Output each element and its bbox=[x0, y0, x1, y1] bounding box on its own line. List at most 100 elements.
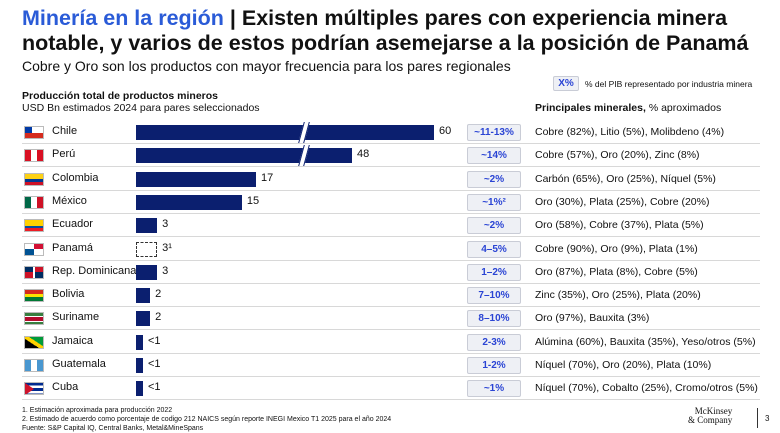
table-row: Jamaica <1 2-3% Alúmina (60%), Bauxita (35%… bbox=[0, 331, 760, 354]
bar bbox=[136, 148, 352, 164]
flag-icon bbox=[24, 172, 44, 186]
flag-icon bbox=[24, 242, 44, 256]
row-divider bbox=[22, 236, 760, 238]
legend: X% % del PIB representado por industria m… bbox=[553, 76, 752, 91]
gdp-share-badge: ~2% bbox=[467, 170, 521, 188]
footnotes: 1. Estimación aproximada para producción… bbox=[22, 406, 522, 433]
table-row: México 15 ~1%² Oro (30%), Plata (25%), Cobr… bbox=[0, 191, 760, 214]
gdp-share-badge: 7–10% bbox=[467, 287, 521, 305]
flag-icon bbox=[24, 289, 44, 303]
flag-icon bbox=[24, 219, 44, 233]
bar bbox=[136, 358, 143, 373]
footnote-1: 1. Estimación aproximada para producción… bbox=[22, 407, 173, 414]
minerals-header-bold: Principales minerales, bbox=[535, 102, 646, 114]
source-note: Fuente: S&P Capital IQ, Central Banks, M… bbox=[22, 425, 204, 432]
data-label: 17 bbox=[261, 171, 274, 184]
minerals-text: Zinc (35%), Oro (25%), Plata (20%) bbox=[535, 289, 701, 302]
data-label: 2 bbox=[155, 288, 162, 301]
gdp-share-badge: ~14% bbox=[467, 147, 521, 165]
table-row: Ecuador 3 ~2% Oro (58%), Cobre (37%), Plata… bbox=[0, 214, 760, 238]
flag-icon bbox=[24, 359, 44, 372]
table-row: Chile 60 ~11-13% Cobre (82%), Litio (5%), M… bbox=[0, 121, 760, 144]
row-divider bbox=[22, 212, 760, 214]
subtitle: Cobre y Oro son los productos con mayor … bbox=[22, 58, 511, 74]
row-divider bbox=[22, 143, 760, 144]
flag-icon bbox=[24, 126, 44, 139]
row-divider bbox=[22, 259, 760, 261]
minerals-text: Oro (87%), Plata (8%), Cobre (5%) bbox=[535, 265, 698, 278]
row-divider bbox=[22, 376, 760, 377]
country-label: Cuba bbox=[52, 381, 79, 394]
gdp-share-badge: 1-2% bbox=[467, 357, 521, 374]
footnote-2: 2. Estimado de acuerdo como porcentaje d… bbox=[22, 416, 392, 423]
gdp-share-badge: 4–5% bbox=[467, 240, 521, 258]
data-label: 2 bbox=[155, 311, 162, 324]
chart-title: Producción total de productos mineros bbox=[22, 90, 219, 102]
row-divider bbox=[22, 189, 760, 191]
title-rest: | Existen múltiples pares con experienci… bbox=[22, 6, 749, 55]
bar bbox=[136, 125, 434, 140]
table-row: Guatemala <1 1-2% Níquel (70%), Oro (20%), … bbox=[0, 354, 760, 377]
gdp-share-badge: ~1%² bbox=[467, 193, 521, 211]
country-label: Rep. Dominicana bbox=[52, 264, 137, 277]
country-label: Suriname bbox=[52, 311, 100, 324]
minerals-text: Níquel (70%), Oro (20%), Plata (10%) bbox=[535, 359, 712, 371]
table-row: Rep. Dominicana 3 1–2% Oro (87%), Plata (8%… bbox=[0, 261, 760, 284]
country-label: Perú bbox=[52, 148, 76, 161]
data-label: 15 bbox=[246, 194, 260, 207]
flag-icon bbox=[24, 265, 44, 279]
gdp-share-badge: 8–10% bbox=[467, 310, 521, 328]
minerals-text: Carbón (65%), Oro (25%), Níquel (5%) bbox=[535, 172, 716, 185]
minerals-text: Oro (97%), Bauxita (3%) bbox=[535, 312, 650, 325]
table-row: Bolivia 2 7–10% Zinc (35%), Oro (25%), Plat… bbox=[0, 284, 760, 308]
country-label: México bbox=[52, 194, 87, 207]
minerals-text: Níquel (70%), Cobalto (25%), Cromo/otros… bbox=[535, 382, 758, 395]
country-label: Colombia bbox=[52, 171, 99, 184]
data-label: 48 bbox=[357, 148, 370, 161]
bar bbox=[136, 311, 151, 327]
gdp-share-badge: ~2% bbox=[467, 217, 521, 235]
country-label: Ecuador bbox=[52, 218, 93, 231]
data-label: 3¹ bbox=[162, 241, 172, 254]
row-divider bbox=[22, 306, 760, 308]
bar bbox=[136, 264, 158, 280]
flag-icon bbox=[24, 149, 44, 163]
data-label: <1 bbox=[148, 358, 161, 370]
country-label: Jamaica bbox=[52, 334, 93, 347]
title-highlight: Minería en la región bbox=[22, 6, 224, 30]
row-divider bbox=[22, 166, 760, 168]
minerals-header: Principales minerales, % aproximados bbox=[535, 102, 721, 114]
data-label: 60 bbox=[439, 125, 452, 137]
minerals-text: Cobre (82%), Litio (5%), Molibdeno (4%) bbox=[535, 126, 725, 138]
flag-icon bbox=[24, 195, 44, 209]
mckinsey-logo: McKinsey & Company bbox=[688, 406, 733, 425]
country-label: Chile bbox=[52, 125, 78, 137]
divider bbox=[757, 408, 758, 428]
bar bbox=[136, 288, 151, 304]
legend-text: % del PIB representado por industria min… bbox=[585, 78, 753, 89]
minerals-text: Cobre (57%), Oro (20%), Zinc (8%) bbox=[535, 149, 700, 162]
row-divider bbox=[22, 352, 760, 354]
flag-icon bbox=[24, 335, 44, 349]
minerals-text: Oro (30%), Plata (25%), Cobre (20%) bbox=[535, 195, 710, 208]
table-row: Colombia 17 ~2% Carbón (65%), Oro (25%), Ní… bbox=[0, 168, 760, 191]
table-row: Suriname 2 8–10% Oro (97%), Bauxita (3%) bbox=[0, 307, 760, 331]
minerals-text: Alúmina (60%), Bauxita (35%), Yeso/otros… bbox=[535, 335, 756, 348]
gdp-share-badge: ~11-13% bbox=[467, 124, 521, 141]
minerals-text: Oro (58%), Cobre (37%), Plata (5%) bbox=[535, 219, 704, 232]
country-label: Guatemala bbox=[52, 358, 106, 370]
flag-icon bbox=[24, 382, 44, 396]
legend-swatch: X% bbox=[553, 76, 579, 91]
country-label: Panamá bbox=[52, 241, 93, 254]
page-title: Minería en la región | Existen múltiples… bbox=[22, 6, 762, 56]
gdp-share-badge: ~1% bbox=[467, 380, 521, 398]
data-label: 3 bbox=[162, 264, 169, 277]
flag-icon bbox=[24, 312, 44, 326]
page-number: 3 bbox=[765, 414, 770, 423]
gdp-share-badge: 2-3% bbox=[467, 333, 521, 351]
table-row: Panamá 3¹ 4–5% Cobre (90%), Oro (9%), Plata… bbox=[0, 238, 760, 261]
data-label: 3 bbox=[162, 218, 169, 231]
table-row: Perú 48 ~14% Cobre (57%), Oro (20%), Zinc (… bbox=[0, 144, 760, 168]
minerals-text: Cobre (90%), Oro (9%), Plata (1%) bbox=[535, 242, 698, 255]
bar bbox=[136, 381, 143, 397]
